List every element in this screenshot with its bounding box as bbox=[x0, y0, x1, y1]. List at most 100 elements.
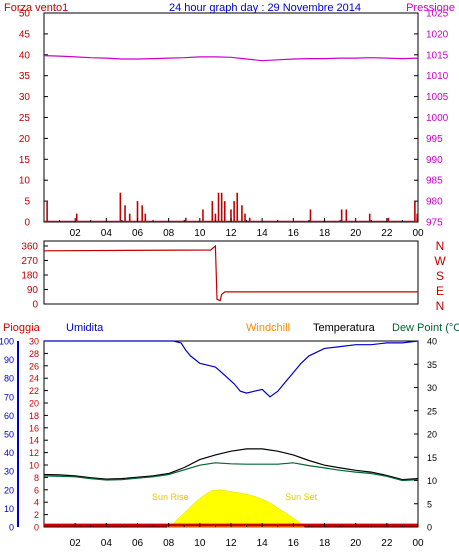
rain-tick-label: 6 bbox=[34, 485, 39, 495]
x-axis-hours: 02 04 06 08 10 12 14 16 18 20 22 00 bbox=[59, 218, 424, 239]
wind-bar bbox=[220, 192, 223, 222]
humidity-tick-label: 30 bbox=[4, 467, 14, 477]
temperature-tick-label: 25 bbox=[427, 406, 437, 416]
humidity-tick-label: 70 bbox=[4, 392, 14, 402]
sun-annotations: Sun Rise Sun Set bbox=[152, 492, 318, 502]
pressure-line bbox=[43, 55, 419, 62]
wind-bar bbox=[136, 201, 139, 222]
pressure-tick-label: 1005 bbox=[426, 92, 449, 103]
humidity-tick-label: 10 bbox=[4, 504, 14, 514]
wind-bar bbox=[217, 192, 220, 222]
rain-tick-label: 30 bbox=[29, 337, 39, 347]
humidity-tick-label: 0 bbox=[9, 523, 14, 533]
x-tick-label: 20 bbox=[350, 538, 362, 549]
wind-tick-label: 40 bbox=[19, 50, 31, 61]
x-tick-label: 00 bbox=[412, 538, 424, 549]
dewpoint-line bbox=[43, 462, 419, 482]
wind-bar bbox=[244, 213, 246, 222]
rain-tick-label: 14 bbox=[29, 436, 39, 446]
wind-tick-label: 10 bbox=[19, 176, 31, 187]
pressure-tick-label: 990 bbox=[426, 155, 443, 166]
wind-bar bbox=[230, 209, 232, 222]
temperature-tick-label: 5 bbox=[427, 499, 432, 509]
wind-bar bbox=[214, 213, 217, 222]
x-tick-label: 08 bbox=[163, 228, 175, 239]
x-tick-label: 12 bbox=[225, 228, 237, 239]
wind-tick-label: 15 bbox=[19, 155, 31, 166]
legend-dewpoint: Dew Point (°C bbox=[392, 322, 459, 334]
wind-bar bbox=[223, 201, 226, 222]
wind-bar bbox=[414, 201, 416, 222]
wind-tick-label: 35 bbox=[19, 71, 31, 82]
wind-tick-label: 20 bbox=[19, 134, 31, 145]
wind-pressure-plot-frame bbox=[43, 12, 419, 223]
x-tick-label: 06 bbox=[132, 228, 144, 239]
x-tick-label: 16 bbox=[288, 538, 300, 549]
x-tick-label: 16 bbox=[288, 228, 300, 239]
direction-tick-label: 90 bbox=[27, 285, 39, 296]
humidity-tick-label: 80 bbox=[4, 374, 14, 384]
rain-tick-label: 24 bbox=[29, 374, 39, 384]
pressure-tick-label: 1000 bbox=[426, 113, 449, 124]
solar-area bbox=[166, 489, 305, 528]
humidity-tick-label: 100 bbox=[0, 337, 14, 347]
compass-label: S bbox=[436, 269, 444, 283]
rain-tick-label: 20 bbox=[29, 399, 39, 409]
wind-bar bbox=[124, 205, 126, 222]
humidity-tick-label: 90 bbox=[4, 355, 14, 365]
pressure-tick-label: 995 bbox=[426, 134, 443, 145]
wind-bar bbox=[119, 192, 122, 222]
x-axis-hours-bottom: 02 04 06 08 10 12 14 16 18 20 22 00 bbox=[59, 523, 424, 549]
temperature-tick-label: 10 bbox=[427, 476, 437, 486]
pressure-tick-label: 985 bbox=[426, 176, 443, 187]
wind-bar bbox=[387, 217, 390, 222]
direction-tick-label: 0 bbox=[32, 300, 38, 311]
wind-bar bbox=[340, 209, 343, 222]
humidity-tick-label: 20 bbox=[4, 485, 14, 495]
humidity-tick-label: 50 bbox=[4, 430, 14, 440]
temperature-line bbox=[43, 448, 419, 481]
x-tick-label: 22 bbox=[381, 538, 393, 549]
humidity-tick-label: 60 bbox=[4, 411, 14, 421]
wind-direction-plot-frame bbox=[43, 240, 419, 305]
x-tick-label: 02 bbox=[70, 538, 82, 549]
x-tick-label: 06 bbox=[132, 538, 144, 549]
pressure-tick-label: 1025 bbox=[426, 9, 449, 20]
rain-tick-label: 2 bbox=[34, 510, 39, 520]
wind-bar bbox=[202, 209, 204, 222]
wind-bar bbox=[128, 213, 131, 222]
compass-label: N bbox=[436, 239, 445, 253]
temperature-axis: 0 5 10 15 20 25 30 35 40 bbox=[414, 337, 437, 533]
direction-tick-label: 360 bbox=[21, 242, 38, 253]
humidity-tick-label: 40 bbox=[4, 448, 14, 458]
x-tick-label: 00 bbox=[412, 228, 424, 239]
wind-bar bbox=[185, 217, 187, 222]
wind-bar bbox=[309, 209, 312, 222]
wind-bar bbox=[345, 209, 348, 222]
pressure-tick-label: 1020 bbox=[426, 29, 449, 40]
pressure-tick-label: 1010 bbox=[426, 71, 449, 82]
rain-tick-label: 12 bbox=[29, 448, 39, 458]
wind-tick-label: 5 bbox=[24, 197, 30, 208]
chart-title: 24 hour graph day : 29 Novembre 2014 bbox=[169, 2, 361, 14]
x-tick-label: 10 bbox=[194, 228, 206, 239]
wind-tick-label: 30 bbox=[19, 92, 31, 103]
x-tick-label: 14 bbox=[257, 228, 269, 239]
temperature-tick-label: 0 bbox=[427, 523, 432, 533]
rain-tick-label: 16 bbox=[29, 423, 39, 433]
temperature-tick-label: 40 bbox=[427, 337, 437, 347]
rain-tick-label: 10 bbox=[29, 461, 39, 471]
wind-direction-line bbox=[43, 244, 418, 302]
x-tick-label: 18 bbox=[319, 228, 331, 239]
rain-tick-label: 4 bbox=[34, 498, 39, 508]
temperature-tick-label: 20 bbox=[427, 430, 437, 440]
compass-label: W bbox=[434, 254, 446, 268]
wind-tick-label: 50 bbox=[19, 9, 31, 20]
pressure-tick-label: 980 bbox=[426, 197, 443, 208]
wind-bar bbox=[141, 205, 143, 222]
wind-bar bbox=[233, 201, 235, 222]
x-tick-label: 20 bbox=[350, 228, 362, 239]
wind-bar bbox=[368, 213, 371, 222]
